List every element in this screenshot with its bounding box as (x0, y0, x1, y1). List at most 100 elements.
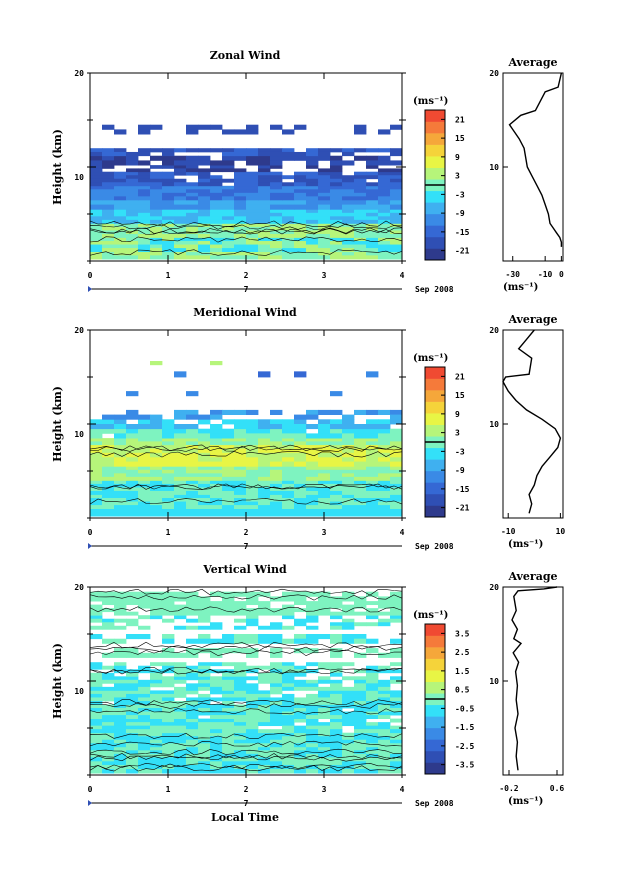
heatmap-cell (102, 230, 115, 235)
heatmap-cell (258, 753, 271, 758)
heatmap-cell (102, 498, 115, 502)
heatmap-cell (174, 690, 187, 695)
heatmap-cell (126, 226, 139, 231)
average-ytick-label: 10 (489, 163, 499, 172)
colorbar-tick-label: -3 (455, 190, 465, 199)
heatmap-cell (282, 209, 295, 214)
heatmap-cell (138, 764, 151, 770)
heatmap-cell (258, 708, 271, 712)
heatmap-cell (114, 199, 127, 205)
heatmap-cell (198, 672, 211, 677)
heatmap-cell (378, 160, 391, 166)
heatmap-cell (222, 750, 235, 755)
heatmap-cell (90, 160, 103, 166)
colorbar-swatch (425, 739, 445, 752)
heatmap-cell (126, 652, 139, 658)
heatmap-cell (330, 196, 343, 201)
heatmap-cell (270, 672, 283, 677)
heatmap-cell (330, 476, 343, 481)
heatmap-cell (198, 753, 211, 758)
heatmap-cell (330, 219, 343, 224)
heatmap-cell (162, 469, 175, 474)
heatmap-cell (342, 216, 355, 221)
heatmap-cell (318, 725, 331, 730)
heatmap-cell (330, 456, 343, 462)
heatmap-cell (318, 226, 331, 231)
heatmap-cell (378, 679, 391, 684)
heatmap-cell (258, 498, 271, 502)
heatmap-cell (354, 212, 367, 217)
heatmap-cell (234, 501, 247, 506)
heatmap-cell (150, 611, 163, 616)
heatmap-cell (246, 501, 259, 506)
heatmap-cell (174, 662, 187, 667)
heatmap-cell (174, 508, 187, 513)
heatmap-cell (126, 729, 139, 734)
heatmap-cell (354, 487, 367, 492)
heatmap-cell (390, 601, 402, 606)
heatmap-cell (318, 591, 331, 597)
heatmap-cell (366, 700, 379, 705)
heatmap-cell (198, 769, 211, 774)
heatmap-cell (282, 219, 295, 224)
heatmap-cell (174, 428, 187, 434)
heatmap-cell (354, 611, 367, 616)
heatmap-cell (330, 185, 343, 190)
heatmap-cell (378, 473, 391, 478)
colorbar-swatch (425, 727, 445, 740)
heatmap-cell (294, 601, 307, 606)
meridional-xtick-4: 4 (400, 528, 405, 537)
average-xtick-label: -30 (506, 270, 521, 279)
heatmap-cell (126, 244, 139, 249)
heatmap-cell (222, 715, 235, 719)
heatmap-cell (186, 251, 199, 256)
heatmap-cell (258, 448, 271, 454)
heatmap-cell (378, 209, 391, 214)
heatmap-cell (138, 192, 151, 197)
heatmap-cell (390, 419, 402, 425)
heatmap-cell (306, 244, 319, 249)
heatmap-cell (114, 456, 127, 462)
heatmap-cell (234, 438, 247, 442)
heatmap-cell (210, 769, 223, 774)
heatmap-cell (294, 466, 307, 471)
heatmap-cell (354, 171, 367, 176)
heatmap-cell (210, 690, 223, 695)
heatmap-cell (330, 168, 343, 173)
heatmap-cell (294, 196, 307, 201)
heatmap-cell (258, 512, 271, 517)
heatmap-cell (90, 226, 103, 231)
colorbar-tick-label: -21 (455, 247, 470, 256)
heatmap-cell (366, 746, 379, 751)
heatmap-cell (90, 715, 103, 719)
heatmap-cell (126, 722, 139, 727)
heatmap-cell (186, 601, 199, 606)
heatmap-cell (102, 237, 115, 242)
heatmap-cell (390, 711, 402, 716)
heatmap-cell (222, 736, 235, 741)
heatmap-cell (282, 512, 295, 517)
heatmap-cell (234, 498, 247, 502)
heatmap-cell (186, 618, 199, 623)
heatmap-cell (246, 185, 259, 190)
heatmap-cell (174, 456, 187, 462)
heatmap-cell (162, 419, 175, 425)
heatmap-cell (186, 501, 199, 506)
heatmap-cell (318, 469, 331, 474)
heatmap-cell (294, 424, 307, 430)
heatmap-cell (270, 760, 283, 766)
heatmap-cell (234, 708, 247, 712)
heatmap-cell (114, 757, 127, 762)
heatmap-cell (330, 750, 343, 755)
heatmap-cell (126, 732, 139, 737)
heatmap-cell (258, 469, 271, 474)
heatmap-cell (126, 391, 139, 397)
heatmap-cell (294, 241, 307, 245)
heatmap-cell (186, 591, 199, 597)
heatmap-cell (378, 725, 391, 730)
heatmap-cell (90, 209, 103, 214)
heatmap-cell (162, 760, 175, 766)
heatmap-cell (318, 743, 331, 748)
heatmap-cell (390, 204, 402, 210)
heatmap-cell (162, 683, 175, 688)
